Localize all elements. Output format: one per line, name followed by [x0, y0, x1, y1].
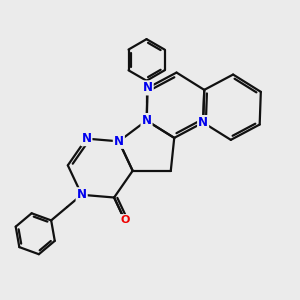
Text: N: N: [143, 81, 153, 94]
Text: N: N: [81, 132, 92, 145]
Text: O: O: [120, 215, 129, 225]
Text: N: N: [77, 188, 87, 201]
Text: N: N: [198, 116, 208, 129]
Text: N: N: [142, 114, 152, 127]
Text: N: N: [114, 135, 124, 148]
